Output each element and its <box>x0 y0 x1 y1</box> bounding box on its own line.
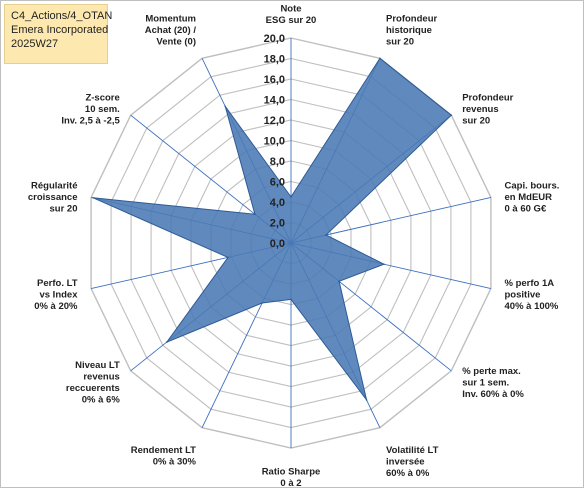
axis-label-12: Régularité croissance sur 20 <box>28 181 78 215</box>
axis-label-line: Capi. bours. <box>505 181 560 192</box>
axis-label-14: Momentum Achat (20) / Vente (0) <box>145 14 197 48</box>
tick-label: 10,0 <box>264 136 285 148</box>
chart-header: C4_Actions/4_OTAN Emera Incorporated 202… <box>4 4 113 64</box>
axis-label-line: Z-score <box>85 93 119 104</box>
data-point-6 <box>338 280 340 283</box>
axis-label-6: % perte max. sur 1 sem. Inv. 60% à 0% <box>462 366 524 400</box>
axis-label-line: Ratio Sharpe <box>262 467 321 478</box>
axis-label-line: Rendement LT <box>131 445 196 456</box>
axis-label-line: 0% à 30% <box>153 456 197 467</box>
data-point-9 <box>261 302 263 304</box>
data-point-3 <box>450 114 453 116</box>
axis-label-line: Profondeur <box>462 93 513 104</box>
axis-label-7: Volatilité LT inversée 60% à 0% <box>386 445 439 479</box>
axis-label-line: Inv. 2,5 à -2,5 <box>61 116 120 127</box>
axis-label-13: Z-score 10 sem. Inv. 2,5 à -2,5 <box>61 93 120 127</box>
tick-label: 14,0 <box>264 95 285 107</box>
axis-label-line: sur 20 <box>386 37 414 48</box>
axis-label-line: Profondeur <box>386 14 437 25</box>
axis-label-line: 40% à 100% <box>505 301 559 312</box>
data-point-13 <box>254 213 256 215</box>
data-point-10 <box>166 341 168 343</box>
data-point-4 <box>325 234 327 236</box>
radar-tick-labels: 0,0 2,0 4,0 6,0 8,0 10,0 12,0 14,0 16,0 18,0 20,0 <box>264 33 285 250</box>
axis-label-line: inversée <box>386 456 425 467</box>
header-line-3: 2025W27 <box>11 38 59 50</box>
data-point-1 <box>290 196 292 198</box>
axis-label-line: sur 1 sem. <box>462 377 509 388</box>
axis-label-line: Régularité <box>31 181 77 192</box>
data-point-12 <box>92 197 94 199</box>
header-line-2: Emera Incorporated <box>11 24 109 36</box>
axis-label-line: vs Index <box>39 290 78 301</box>
axis-label-2: Profondeur historique sur 20 <box>386 14 437 48</box>
axis-label-5: % perfo 1A positive 40% à 100% <box>505 278 559 312</box>
data-point-5 <box>383 263 385 266</box>
axis-label-line: 0% à 20% <box>34 301 78 312</box>
axis-label-line: Niveau LT <box>75 360 120 371</box>
axis-label-line: Inv. 60% à 0% <box>462 389 524 400</box>
axis-label-line: sur 20 <box>462 116 490 127</box>
radar-series <box>92 57 453 401</box>
tick-label: 16,0 <box>264 74 285 86</box>
axis-label-line: Momentum <box>145 14 196 25</box>
axis-label-line: reccuerents <box>66 383 120 394</box>
data-point-8 <box>290 298 292 301</box>
axis-label-line: historique <box>386 25 432 36</box>
axis-label-11: Perfo. LT vs Index 0% à 20% <box>34 278 78 312</box>
data-point-7 <box>365 399 368 401</box>
tick-label: 4,0 <box>270 197 285 209</box>
axis-label-line: 0% à 6% <box>82 395 121 406</box>
axis-label-line: revenus <box>83 372 119 383</box>
tick-label: 18,0 <box>264 54 285 66</box>
axis-label-line: Volatilité LT <box>386 445 439 456</box>
header-line-1: C4_Actions/4_OTAN <box>11 10 113 22</box>
tick-label: 20,0 <box>264 33 285 45</box>
axis-label-4: Capi. bours. en MdEUR 0 à 60 G€ <box>505 181 560 215</box>
axis-label-1: Note ESG sur 20 <box>266 4 317 27</box>
radar-axis-labels: Note ESG sur 20 Profondeur historique sur 20… <box>28 4 560 488</box>
axis-label-line: revenus <box>462 104 498 115</box>
tick-label: 8,0 <box>270 156 285 168</box>
axis-label-3: Profondeur revenus sur 20 <box>462 93 513 127</box>
data-point-14 <box>224 105 226 108</box>
axis-label-line: ESG sur 20 <box>266 15 317 26</box>
axis-label-line: Note <box>280 4 301 15</box>
axis-label-line: Perfo. LT <box>37 278 78 289</box>
axis-label-10: Niveau LT revenus reccuerents 0% à 6% <box>66 360 120 406</box>
axis-label-line: 10 sem. <box>85 104 120 115</box>
axis-label-line: en MdEUR <box>505 192 553 203</box>
axis-label-line: croissance <box>28 192 78 203</box>
axis-label-line: 60% à 0% <box>386 468 430 479</box>
tick-label: 0,0 <box>270 238 285 250</box>
axis-label-line: % perfo 1A <box>505 278 555 289</box>
data-point-2 <box>379 57 381 60</box>
axis-label-line: Achat (20) / <box>145 25 197 36</box>
axis-label-line: 0 à 2 <box>280 478 301 488</box>
tick-label: 6,0 <box>270 177 285 189</box>
axis-label-line: 0 à 60 G€ <box>505 204 547 215</box>
tick-label: 12,0 <box>264 115 285 127</box>
data-point-11 <box>227 256 229 259</box>
axis-label-8: Ratio Sharpe 0 à 2 <box>262 467 321 488</box>
axis-label-line: Vente (0) <box>156 37 196 48</box>
tick-label: 2,0 <box>270 218 285 230</box>
axis-label-9: Rendement LT 0% à 30% <box>131 445 197 468</box>
axis-label-line: sur 20 <box>50 204 78 215</box>
axis-label-line: positive <box>505 290 541 301</box>
axis-label-line: % perte max. <box>462 366 521 377</box>
